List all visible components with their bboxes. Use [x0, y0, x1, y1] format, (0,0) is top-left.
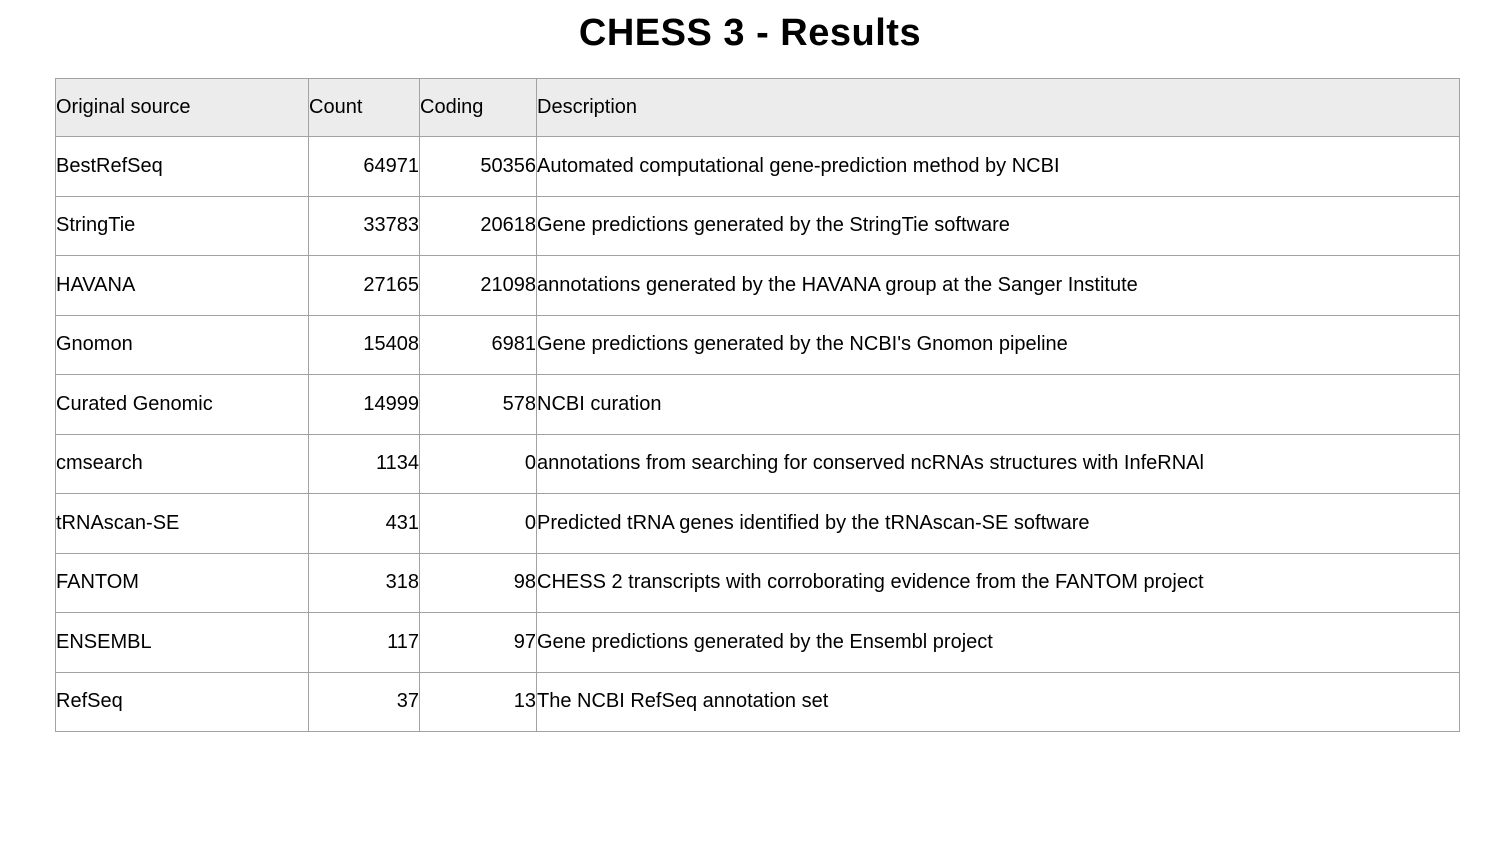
- cell-description: Gene predictions generated by the NCBI's…: [536, 314, 1460, 375]
- cell-source: HAVANA: [55, 255, 309, 316]
- table-row: FANTOM 318 98 CHESS 2 transcripts with corr…: [55, 552, 1460, 613]
- cell-source: RefSeq: [55, 671, 309, 732]
- column-header-coding: Coding: [419, 78, 537, 137]
- cell-count: 15408: [308, 314, 420, 375]
- table-row: ENSEMBL 117 97 Gene predictions generated b…: [55, 612, 1460, 673]
- cell-count: 33783: [308, 195, 420, 256]
- page-title: CHESS 3 - Results: [578, 12, 922, 54]
- cell-count: 117: [308, 612, 420, 673]
- cell-source: BestRefSeq: [55, 136, 309, 197]
- table-row: cmsearch 1134 0 annotations from searching …: [55, 433, 1460, 494]
- cell-source: Gnomon: [55, 314, 309, 375]
- cell-coding: 21098: [419, 255, 537, 316]
- cell-source: Curated Genomic: [55, 374, 309, 435]
- cell-count: 64971: [308, 136, 420, 197]
- cell-coding: 0: [419, 433, 537, 494]
- table-header-row: Original source Count Coding Description: [55, 78, 1460, 137]
- cell-coding: 578: [419, 374, 537, 435]
- cell-count: 1134: [308, 433, 420, 494]
- column-header-count: Count: [308, 78, 420, 137]
- cell-count: 14999: [308, 374, 420, 435]
- table-row: Curated Genomic 14999 578 NCBI curation: [55, 374, 1460, 435]
- cell-description: annotations generated by the HAVANA grou…: [536, 255, 1460, 316]
- cell-source: ENSEMBL: [55, 612, 309, 673]
- cell-count: 37: [308, 671, 420, 732]
- cell-coding: 97: [419, 612, 537, 673]
- cell-source: FANTOM: [55, 552, 309, 613]
- cell-description: Predicted tRNA genes identified by the t…: [536, 493, 1460, 554]
- cell-description: The NCBI RefSeq annotation set: [536, 671, 1460, 732]
- cell-count: 27165: [308, 255, 420, 316]
- cell-count: 318: [308, 552, 420, 613]
- cell-description: annotations from searching for conserved…: [536, 433, 1460, 494]
- cell-count: 431: [308, 493, 420, 554]
- table-row: tRNAscan-SE 431 0 Predicted tRNA genes iden…: [55, 493, 1460, 554]
- cell-description: Automated computational gene-prediction …: [536, 136, 1460, 197]
- table-row: Gnomon 15408 6981 Gene predictions generate…: [55, 314, 1460, 375]
- cell-coding: 6981: [419, 314, 537, 375]
- column-header-original-source: Original source: [55, 78, 309, 137]
- cell-coding: 98: [419, 552, 537, 613]
- cell-description: NCBI curation: [536, 374, 1460, 435]
- cell-coding: 0: [419, 493, 537, 554]
- cell-source: cmsearch: [55, 433, 309, 494]
- column-header-description: Description: [536, 78, 1460, 137]
- table-row: RefSeq 37 13 The NCBI RefSeq annotation set: [55, 671, 1460, 732]
- cell-coding: 50356: [419, 136, 537, 197]
- results-table: Original source Count Coding Description…: [55, 78, 1460, 732]
- cell-source: StringTie: [55, 195, 309, 256]
- cell-description: Gene predictions generated by the String…: [536, 195, 1460, 256]
- cell-coding: 13: [419, 671, 537, 732]
- cell-coding: 20618: [419, 195, 537, 256]
- cell-source: tRNAscan-SE: [55, 493, 309, 554]
- cell-description: Gene predictions generated by the Ensemb…: [536, 612, 1460, 673]
- table-row: HAVANA 27165 21098 annotations generated by…: [55, 255, 1460, 316]
- table-row: StringTie 33783 20618 Gene predictions gene…: [55, 195, 1460, 256]
- table-row: BestRefSeq 64971 50356 Automated computatio…: [55, 136, 1460, 197]
- cell-description: CHESS 2 transcripts with corroborating e…: [536, 552, 1460, 613]
